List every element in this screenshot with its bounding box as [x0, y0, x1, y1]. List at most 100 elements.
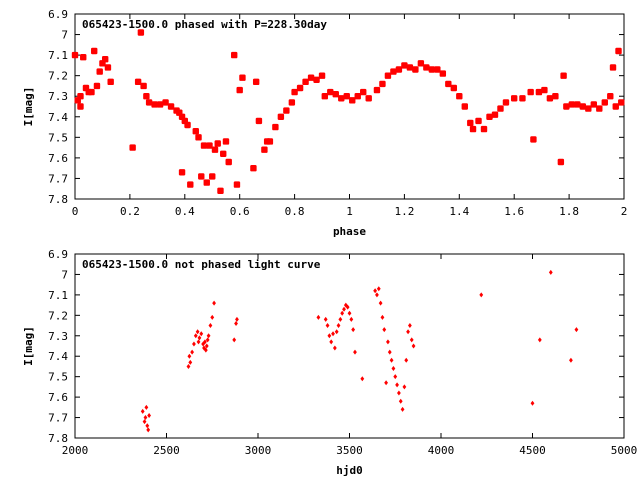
phased-data-point	[156, 101, 164, 108]
phased-data-point	[296, 84, 304, 92]
phased-data-point	[417, 60, 425, 67]
phased-data-point	[195, 134, 202, 141]
phased-data-point	[318, 72, 326, 79]
unphased-data-point	[329, 339, 334, 345]
phased-data-point	[327, 88, 334, 96]
unphased-x-tick-label: 5000	[611, 444, 638, 457]
unphased-y-axis-label: I[mag]	[22, 326, 35, 366]
phased-data-point	[239, 74, 246, 81]
unphased-data-point	[234, 321, 238, 327]
unphased-data-point	[342, 306, 346, 312]
phased-data-point	[203, 179, 210, 186]
phased-data-point	[412, 66, 419, 73]
phased-data-point	[563, 103, 570, 110]
phased-data-point	[365, 95, 372, 102]
phased-data-point	[373, 86, 381, 94]
phased-y-tick-label: 7.7	[48, 172, 68, 185]
unphased-y-tick-label: 7.8	[48, 432, 68, 445]
unphased-data-point	[398, 398, 403, 404]
unphased-data-point	[205, 337, 210, 343]
phased-data-point	[607, 93, 614, 100]
phased-data-point	[255, 117, 263, 125]
unphased-data-point	[195, 329, 200, 335]
phased-data-point	[200, 142, 208, 149]
unphased-y-tick-label: 7	[61, 268, 68, 281]
phased-data-point	[77, 103, 84, 110]
phased-data-point	[104, 64, 112, 71]
phased-data-point	[491, 111, 499, 118]
unphased-data-point	[411, 343, 416, 349]
unphased-data-point	[212, 300, 216, 306]
phased-data-point	[590, 101, 598, 108]
phased-data-point	[145, 99, 153, 106]
phased-data-point	[93, 82, 101, 90]
phased-data-point	[187, 181, 194, 188]
unphased-data-points	[140, 269, 579, 433]
unphased-data-point	[397, 390, 401, 396]
unphased-x-tick-label: 4000	[428, 444, 455, 457]
phased-data-point	[527, 88, 534, 96]
phased-data-point	[574, 101, 581, 108]
phased-data-point	[557, 158, 565, 166]
unphased-data-point	[395, 382, 399, 388]
phased-data-point	[585, 105, 592, 112]
phased-x-axis-label: phase	[333, 225, 366, 238]
unphased-data-point	[349, 316, 354, 322]
phased-data-point	[143, 93, 150, 100]
unphased-data-point	[232, 337, 237, 343]
phased-data-point	[552, 93, 559, 100]
phased-data-point	[618, 99, 625, 106]
phased-data-point	[445, 80, 452, 88]
unphased-data-point	[192, 341, 196, 347]
phased-data-point	[601, 99, 608, 106]
phased-chart-title: 065423-1500.0 phased with P=228.30day	[82, 18, 327, 31]
phased-y-tick-label: 7	[61, 29, 68, 42]
phased-data-point	[77, 93, 84, 100]
unphased-data-point	[204, 343, 209, 349]
unphased-y-tick-label: 7.7	[48, 412, 68, 425]
phased-y-tick-label: 7.8	[48, 193, 68, 206]
unphased-data-point	[351, 327, 356, 333]
unphased-x-tick-label: 3000	[245, 444, 272, 457]
unphased-y-tick-label: 7.5	[48, 371, 68, 384]
unphased-data-point	[347, 310, 352, 316]
unphased-data-point	[406, 329, 410, 335]
phased-data-point	[338, 95, 345, 102]
phased-data-point	[151, 101, 158, 108]
phased-data-point	[167, 103, 175, 110]
phased-data-point	[101, 56, 109, 63]
phased-data-point	[497, 105, 504, 112]
unphased-data-point	[548, 269, 553, 275]
phased-data-point	[252, 78, 260, 86]
phased-data-point	[80, 53, 87, 61]
phased-data-point	[266, 138, 274, 145]
phased-data-point	[502, 99, 510, 106]
phased-data-point	[596, 105, 603, 112]
unphased-data-point	[537, 337, 542, 343]
phased-y-tick-label: 6.9	[48, 8, 68, 21]
unphased-data-point	[338, 316, 343, 322]
unphased-data-point	[391, 365, 396, 371]
phased-data-point	[129, 144, 136, 151]
phased-data-points	[71, 29, 625, 194]
unphased-data-point	[360, 376, 365, 382]
unphased-data-point	[186, 363, 191, 369]
unphased-y-tick-label: 7.1	[48, 289, 68, 302]
unphased-data-point	[400, 406, 405, 412]
unphased-data-point	[402, 384, 407, 390]
phased-data-point	[568, 101, 576, 108]
phased-data-point	[519, 95, 526, 102]
phased-data-point	[546, 95, 554, 102]
phased-data-point	[343, 93, 350, 100]
phased-data-point	[220, 150, 227, 157]
unphased-data-point	[353, 349, 357, 355]
phased-data-point	[198, 173, 205, 180]
phased-x-tick-label: 0.2	[120, 205, 140, 218]
phased-data-point	[225, 158, 232, 166]
phased-data-point	[349, 97, 356, 104]
phased-data-point	[192, 127, 199, 135]
phased-data-point	[96, 68, 103, 75]
phased-y-axis-label: I[mag]	[22, 87, 35, 127]
unphased-data-point	[409, 337, 414, 343]
unphased-data-point	[187, 353, 192, 359]
